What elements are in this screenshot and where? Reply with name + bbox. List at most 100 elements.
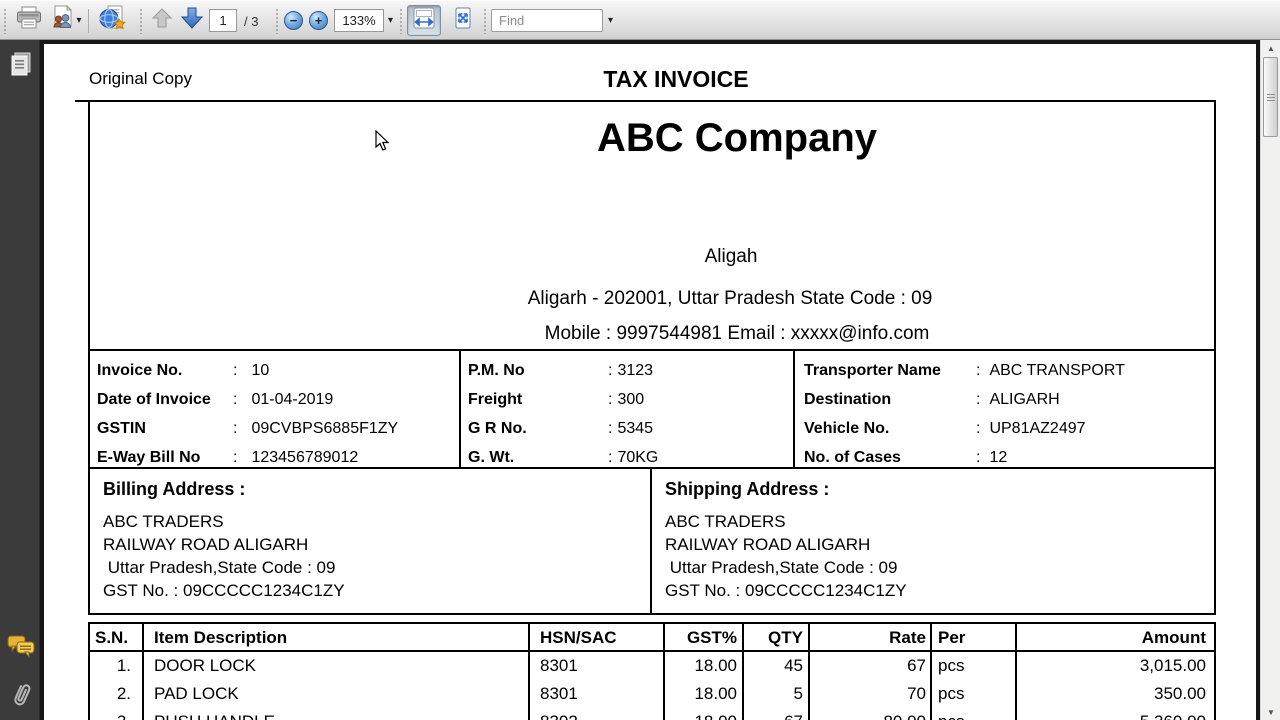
- cell-per: pcs: [932, 680, 1017, 708]
- detail-label: No. of Cases: [804, 448, 901, 466]
- previous-page-button[interactable]: [148, 5, 176, 36]
- invoice-detail-row: G. Wt. : 70KG: [468, 443, 793, 472]
- invoice-detail-row: Destination : ALIGARH: [804, 385, 1214, 414]
- toolbar-grip[interactable]: [139, 8, 144, 34]
- company-contact: Mobile : 9997544981 Email : xxxxx@info.c…: [544, 323, 930, 344]
- cell-gst-percent: 18.00: [665, 680, 744, 708]
- cell-item-description: PUSH HANDLE: [144, 708, 530, 720]
- column-header: Per: [932, 624, 1017, 650]
- detail-colon: :: [976, 419, 981, 437]
- cell-qty: 45: [744, 652, 810, 680]
- column-header: Amount: [1141, 628, 1206, 647]
- detail-colon: :: [233, 448, 238, 466]
- detail-value: 09CVBPS6885F1ZY: [251, 419, 399, 437]
- invoice-detail-row: No. of Cases : 12: [804, 443, 1214, 472]
- toolbar-grip[interactable]: [483, 8, 488, 34]
- web-capture-button[interactable]: [94, 5, 132, 36]
- invoice-detail-row: P.M. No : 3123: [468, 356, 793, 385]
- print-button[interactable]: [12, 5, 46, 36]
- toolbar: ▾: [0, 0, 1280, 40]
- share-button[interactable]: ▾: [47, 4, 85, 36]
- billing-address-block: Billing Address : ABC TRADERS RAILWAY RO…: [90, 469, 652, 613]
- detail-value: 70KG: [617, 448, 659, 466]
- zoom-out-button[interactable]: −: [284, 11, 303, 30]
- cell-sn: 2.: [90, 680, 144, 708]
- address-line: Uttar Pradesh,State Code : 09: [665, 558, 898, 577]
- cell-amount: 350.00: [1154, 684, 1206, 703]
- cell-rate: 70: [810, 680, 932, 708]
- detail-value: ALIGARH: [989, 390, 1060, 408]
- detail-colon: :: [233, 361, 238, 379]
- detail-label: P.M. No: [468, 361, 525, 379]
- zoom-level-select[interactable]: 133%: [334, 9, 384, 32]
- address-line: GST No. : 09CCCCC1234C1ZY: [665, 581, 907, 600]
- scrollbar-thumb[interactable]: [1263, 57, 1278, 137]
- cell-qty: 67: [744, 708, 810, 720]
- share-dropdown-caret[interactable]: ▾: [76, 14, 82, 26]
- column-header: Rate: [810, 624, 932, 650]
- cell-hsn-sac: 8302: [530, 708, 665, 720]
- fit-page-icon: [452, 7, 474, 34]
- billing-address-lines: ABC TRADERS RAILWAY ROAD ALIGARH Uttar P…: [103, 510, 650, 602]
- invoice-details-col2: P.M. No : 3123 Freight : 300 G R No. : 5…: [461, 351, 795, 467]
- share-document-icon: [50, 4, 74, 36]
- shipping-address-lines: ABC TRADERS RAILWAY ROAD ALIGARH Uttar P…: [665, 510, 1214, 602]
- comments-icon: [7, 634, 35, 665]
- fit-width-button[interactable]: [407, 5, 441, 36]
- address-line: Uttar Pradesh,State Code : 09: [103, 558, 336, 577]
- shipping-address-block: Shipping Address : ABC TRADERS RAILWAY R…: [652, 469, 1214, 613]
- items-table: S.N. Item Description HSN/SAC GST% QTY R…: [88, 622, 1216, 720]
- invoice-detail-row: GSTIN : 09CVBPS6885F1ZY: [97, 414, 459, 443]
- detail-colon: :: [976, 361, 981, 379]
- invoice-details-col1: Invoice No. : 10 Date of Invoice : 01-04…: [90, 351, 461, 467]
- cell-gst-percent: 18.00: [665, 708, 744, 720]
- column-header: GST%: [665, 624, 744, 650]
- page-thumbnails-button[interactable]: [7, 52, 35, 82]
- detail-label: Date of Invoice: [97, 390, 211, 408]
- paperclip-icon: [9, 681, 33, 716]
- detail-colon: :: [233, 419, 238, 437]
- toolbar-grip[interactable]: [399, 8, 404, 34]
- document-page: Original Copy TAX INVOICE ABC Company Al…: [44, 44, 1256, 720]
- toolbar-grip[interactable]: [3, 8, 8, 34]
- scroll-up-button[interactable]: ▲: [1261, 40, 1280, 56]
- detail-label: Freight: [468, 390, 523, 408]
- attachments-panel-button[interactable]: [7, 683, 35, 713]
- toolbar-grip[interactable]: [275, 8, 280, 34]
- invoice-detail-row: Transporter Name : ABC TRANSPORT: [804, 356, 1214, 385]
- vertical-scrollbar[interactable]: ▲ ▼: [1260, 40, 1280, 720]
- cell-per: pcs: [932, 708, 1017, 720]
- column-header: QTY: [744, 624, 810, 650]
- scroll-down-button[interactable]: ▼: [1261, 704, 1280, 720]
- detail-label: Destination: [804, 390, 892, 408]
- cell-item-description: PAD LOCK: [144, 680, 530, 708]
- invoice-details-col3: Transporter Name : ABC TRANSPORT Destina…: [795, 351, 1214, 467]
- comments-panel-button[interactable]: [7, 634, 35, 664]
- mouse-cursor: [375, 129, 391, 157]
- detail-label: Invoice No.: [97, 361, 183, 379]
- print-icon: [15, 5, 43, 36]
- company-address: Aligarh - 202001, Uttar Pradesh State Co…: [527, 288, 933, 309]
- minus-icon: −: [289, 13, 298, 28]
- fit-page-button[interactable]: [446, 5, 480, 36]
- invoice-detail-row: Vehicle No. : UP81AZ2497: [804, 414, 1214, 443]
- detail-value: 300: [617, 390, 645, 408]
- detail-value: 5345: [617, 419, 654, 437]
- zoom-dropdown-caret[interactable]: ▾: [388, 15, 394, 26]
- detail-value: 12: [989, 448, 1008, 466]
- detail-colon: :: [608, 361, 613, 379]
- cell-gst-percent: 18.00: [665, 652, 744, 680]
- find-input[interactable]: [491, 9, 603, 32]
- zoom-in-button[interactable]: +: [309, 11, 328, 30]
- address-line: GST No. : 09CCCCC1234C1ZY: [103, 581, 345, 600]
- cell-item-description: DOOR LOCK: [144, 652, 530, 680]
- page-number-input[interactable]: [209, 9, 237, 32]
- detail-value: 01-04-2019: [251, 390, 334, 408]
- column-header: Item Description: [144, 624, 530, 650]
- find-dropdown-caret[interactable]: ▾: [608, 15, 614, 26]
- detail-value: 123456789012: [251, 448, 359, 466]
- items-table-header: S.N. Item Description HSN/SAC GST% QTY R…: [90, 624, 1214, 652]
- billing-address-title: Billing Address :: [103, 479, 246, 499]
- next-page-button[interactable]: [177, 5, 207, 36]
- cell-rate: 80.00: [810, 708, 932, 720]
